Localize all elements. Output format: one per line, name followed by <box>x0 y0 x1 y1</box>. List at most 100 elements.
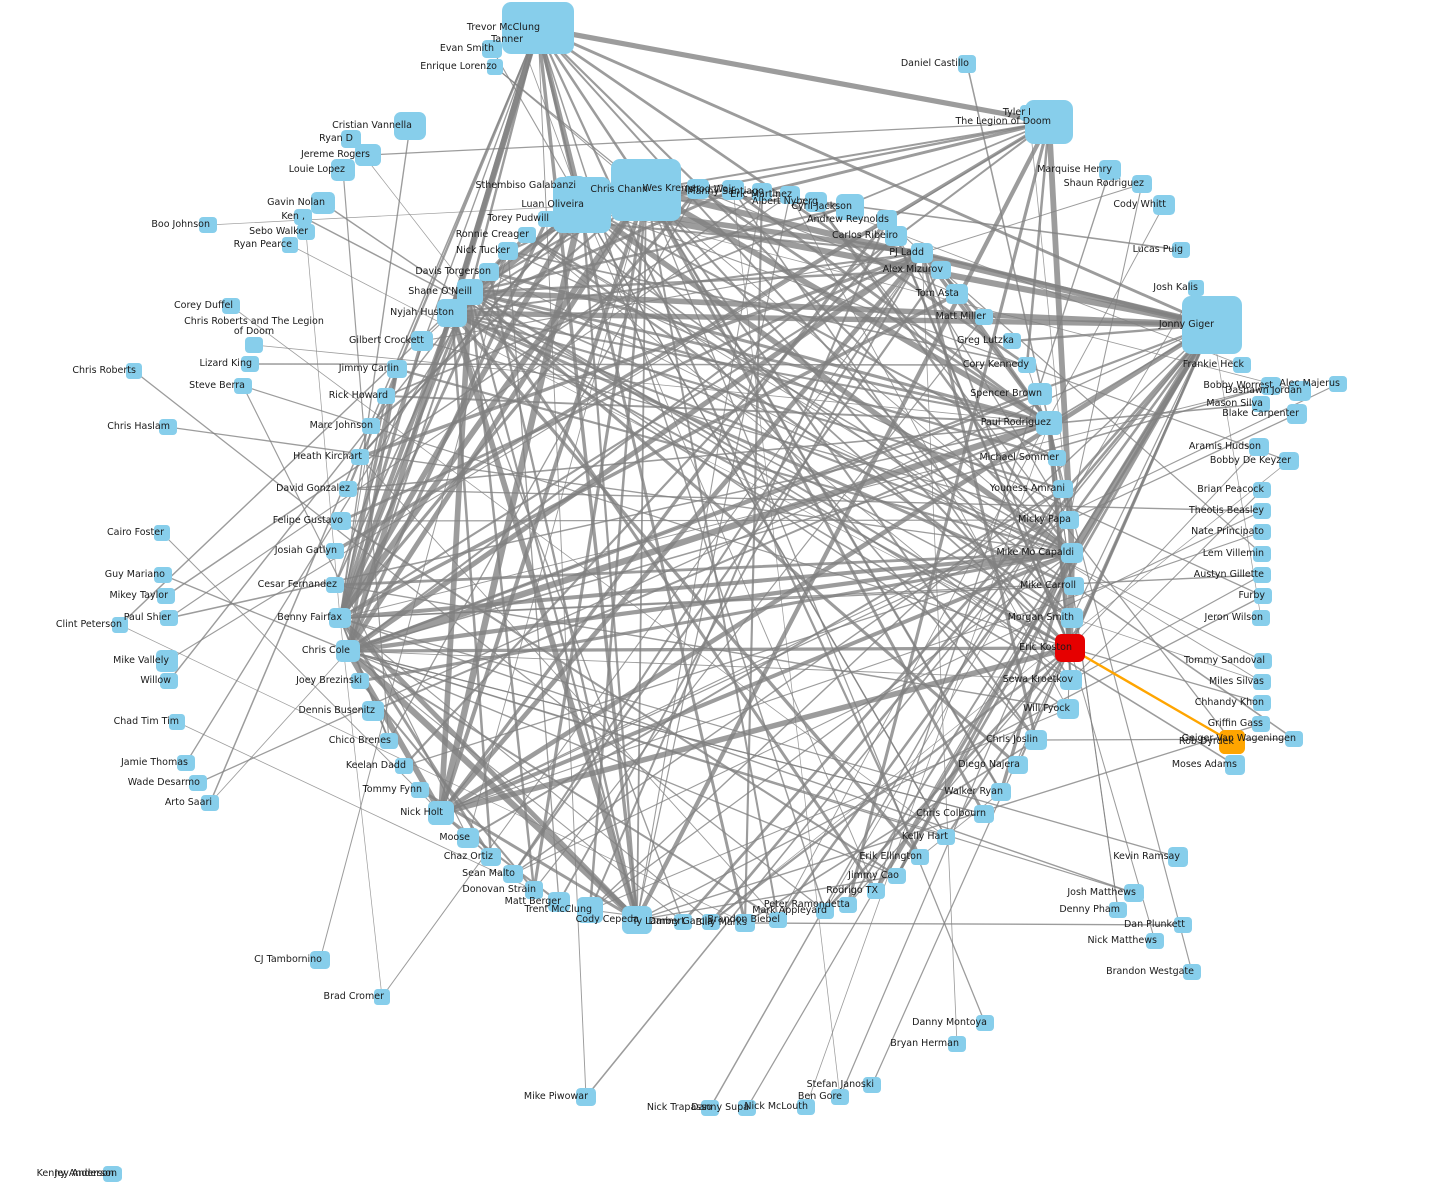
graph-node[interactable] <box>126 363 142 379</box>
graph-node[interactable] <box>836 194 864 220</box>
graph-node[interactable] <box>974 805 994 823</box>
graph-node[interactable] <box>738 1100 756 1116</box>
graph-node[interactable] <box>1061 608 1083 628</box>
graph-node[interactable] <box>362 418 380 434</box>
graph-node[interactable] <box>351 673 369 689</box>
graph-node[interactable] <box>831 1089 849 1105</box>
graph-node[interactable] <box>839 897 857 913</box>
graph-node[interactable] <box>159 419 177 435</box>
graph-node[interactable] <box>797 1099 815 1115</box>
graph-node[interactable] <box>576 1088 596 1106</box>
graph-node[interactable] <box>437 299 467 327</box>
graph-node[interactable] <box>1153 195 1175 215</box>
graph-node[interactable] <box>867 883 885 899</box>
graph-node[interactable] <box>1183 964 1201 980</box>
graph-node[interactable] <box>374 989 390 1005</box>
graph-node[interactable] <box>154 567 172 583</box>
graph-node[interactable] <box>1057 699 1079 719</box>
graph-node[interactable] <box>1132 175 1152 193</box>
graph-node[interactable] <box>1225 755 1245 775</box>
graph-node[interactable] <box>735 914 755 932</box>
graph-node[interactable] <box>611 159 681 221</box>
graph-node[interactable] <box>169 714 185 730</box>
graph-node[interactable] <box>331 512 351 530</box>
graph-node[interactable] <box>877 210 897 230</box>
graph-node[interactable] <box>622 906 652 934</box>
graph-node[interactable] <box>341 130 361 148</box>
graph-node[interactable] <box>1172 242 1190 258</box>
graph-node[interactable] <box>1003 333 1021 349</box>
graph-node[interactable] <box>1008 756 1028 774</box>
graph-node[interactable] <box>329 608 351 628</box>
graph-node[interactable] <box>1253 695 1271 711</box>
graph-node[interactable] <box>702 914 720 930</box>
graph-node[interactable] <box>457 828 479 848</box>
graph-node[interactable] <box>156 650 178 672</box>
graph-node[interactable] <box>1048 450 1066 466</box>
graph-node[interactable] <box>1254 588 1272 604</box>
graph-node[interactable] <box>481 848 501 866</box>
graph-node[interactable] <box>199 217 217 233</box>
graph-node[interactable] <box>1253 524 1271 540</box>
graph-node[interactable] <box>362 701 384 721</box>
graph-node[interactable] <box>931 261 951 279</box>
graph-node[interactable] <box>1124 884 1144 902</box>
graph-node[interactable] <box>1059 511 1079 529</box>
graph-node[interactable] <box>1253 482 1271 498</box>
graph-node[interactable] <box>1233 357 1251 373</box>
graph-node[interactable] <box>355 144 381 166</box>
graph-node[interactable] <box>428 801 454 825</box>
graph-node[interactable] <box>563 176 585 196</box>
graph-node[interactable] <box>326 543 344 559</box>
graph-node[interactable] <box>525 881 543 899</box>
graph-node[interactable] <box>1253 503 1271 519</box>
graph-node[interactable] <box>310 951 330 969</box>
graph-node[interactable] <box>387 360 407 378</box>
graph-node[interactable] <box>780 186 800 204</box>
graph-node[interactable] <box>1254 653 1272 669</box>
graph-node[interactable] <box>482 40 502 58</box>
graph-node[interactable] <box>911 849 929 865</box>
graph-node[interactable] <box>503 865 523 883</box>
graph-node[interactable] <box>1249 438 1269 456</box>
graph-node[interactable] <box>701 1100 719 1116</box>
graph-node[interactable] <box>1252 716 1270 732</box>
graph-node[interactable] <box>411 782 429 798</box>
graph-node[interactable] <box>177 755 195 771</box>
graph-node[interactable] <box>816 903 834 919</box>
graph-node[interactable] <box>1025 730 1047 750</box>
graph-node[interactable] <box>1028 383 1052 405</box>
graph-node[interactable] <box>297 224 315 240</box>
graph-node[interactable] <box>1261 377 1281 395</box>
graph-node[interactable] <box>351 449 369 465</box>
graph-node[interactable] <box>311 192 335 214</box>
graph-node[interactable] <box>1253 567 1271 583</box>
graph-node[interactable] <box>1253 674 1271 690</box>
graph-node[interactable] <box>154 525 170 541</box>
graph-node[interactable] <box>1020 105 1038 121</box>
graph-node[interactable] <box>888 868 906 884</box>
graph-node[interactable] <box>1109 902 1127 918</box>
graph-node[interactable] <box>294 209 312 225</box>
graph-node[interactable] <box>958 55 976 73</box>
graph-node[interactable] <box>752 183 772 201</box>
graph-node[interactable] <box>511 31 531 49</box>
graph-node[interactable] <box>1253 546 1271 562</box>
graph-node[interactable] <box>160 610 178 626</box>
graph-node[interactable] <box>241 356 259 372</box>
graph-node[interactable] <box>377 388 395 404</box>
graph-node[interactable] <box>1055 634 1085 662</box>
graph-node[interactable] <box>380 733 398 749</box>
graph-node[interactable] <box>1174 917 1192 933</box>
graph-node[interactable] <box>245 337 263 353</box>
graph-node[interactable] <box>1285 731 1303 747</box>
graph-node[interactable] <box>1287 404 1307 424</box>
graph-node[interactable] <box>1279 452 1299 470</box>
graph-node[interactable] <box>687 179 709 199</box>
graph-node[interactable] <box>1099 160 1121 180</box>
graph-node[interactable] <box>331 159 355 181</box>
graph-node[interactable] <box>518 227 536 243</box>
graph-node[interactable] <box>577 897 603 923</box>
graph-node[interactable] <box>157 588 175 604</box>
